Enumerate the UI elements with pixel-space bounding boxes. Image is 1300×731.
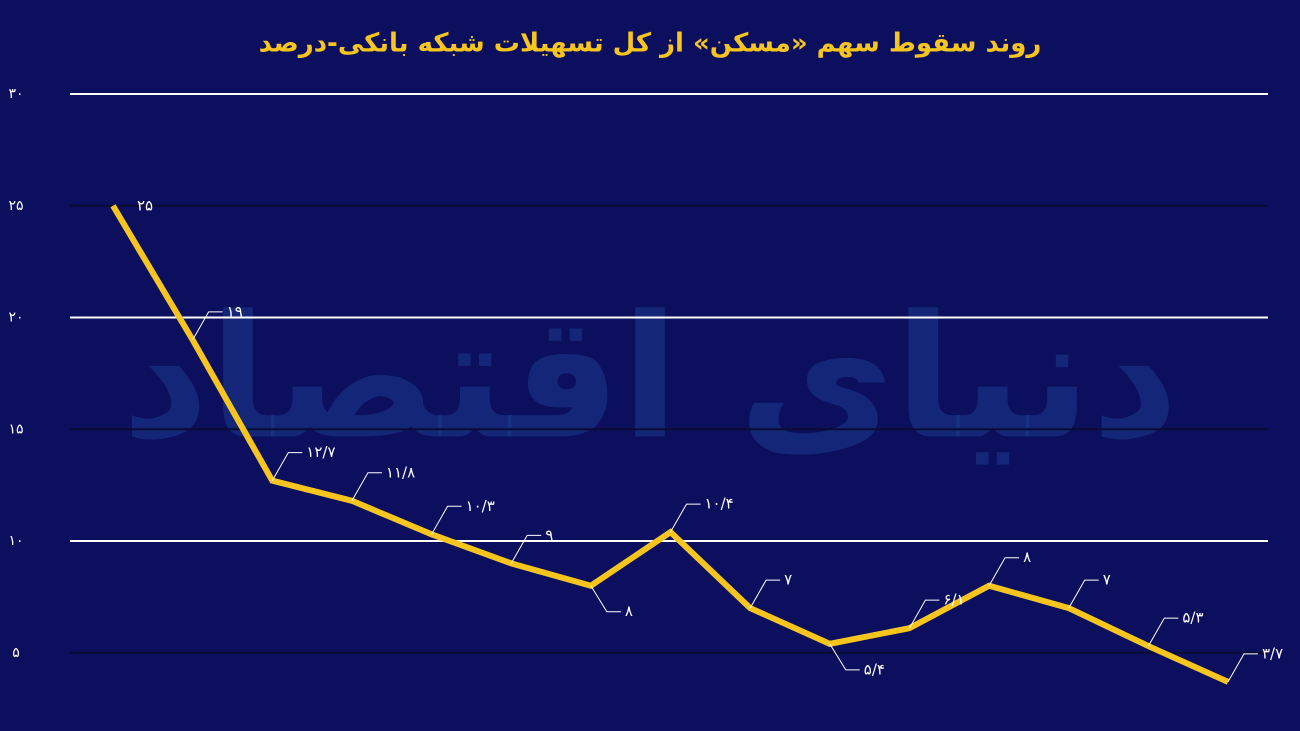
y-tick-label: ۳۰ <box>8 86 23 102</box>
leader-line <box>510 534 542 564</box>
watermark: دنیای اقتصاد <box>122 279 1179 477</box>
data-label: ۱۱/۸ <box>386 463 415 481</box>
y-tick-label: ۵ <box>12 645 20 661</box>
leader-line <box>192 311 223 341</box>
leader-line <box>351 472 382 502</box>
data-label: ۱۲/۷ <box>306 443 335 461</box>
leader-line <box>1068 579 1099 609</box>
data-label: ۷ <box>1103 571 1111 589</box>
data-label: ۸ <box>1023 548 1031 566</box>
leader-line <box>271 452 303 481</box>
data-label: ۵/۳ <box>1182 609 1203 627</box>
data-label: ۶/۱ <box>943 591 964 609</box>
leader-line <box>1147 617 1179 647</box>
leader-line <box>988 557 1020 586</box>
data-label: ۱۹ <box>227 302 243 320</box>
data-label: ۵/۴ <box>864 660 885 678</box>
leader-line <box>1227 653 1258 683</box>
data-label: ۲۵ <box>137 196 153 214</box>
data-label: ۱۰/۴ <box>705 495 734 513</box>
leader-line <box>829 643 860 671</box>
data-label: ۷ <box>784 571 792 589</box>
data-label: ۳/۷ <box>1262 644 1283 662</box>
leader-line <box>431 505 462 535</box>
y-tick-label: ۲۰ <box>8 310 23 326</box>
chart-title: روند سقوط سهم «مسکن» از کل تسهیلات شبکه … <box>259 29 1042 59</box>
y-tick-label: ۱۰ <box>8 533 23 549</box>
y-tick-label: ۱۵ <box>8 421 23 437</box>
leader-line <box>590 585 621 613</box>
data-label: ۹ <box>545 526 553 544</box>
leader-line <box>749 579 781 609</box>
data-label: ۱۰/۳ <box>466 497 495 515</box>
y-tick-label: ۲۵ <box>8 198 23 214</box>
leader-line <box>670 503 701 533</box>
leader-line <box>908 599 940 629</box>
data-label: ۸ <box>625 602 633 620</box>
